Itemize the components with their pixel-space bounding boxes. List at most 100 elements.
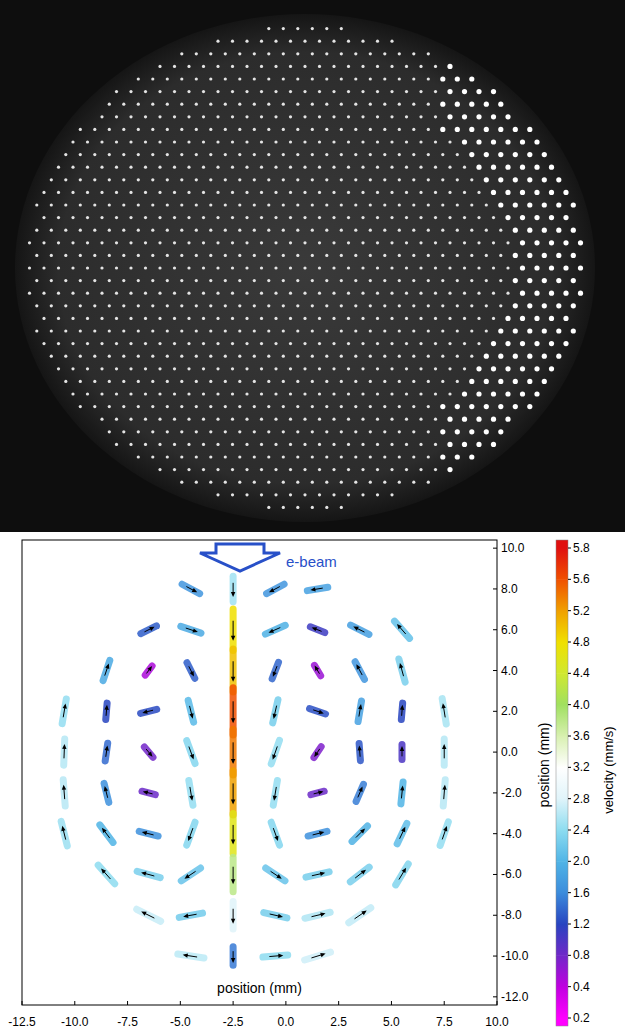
- particle: [166, 178, 169, 181]
- particle: [383, 430, 386, 433]
- particle: [122, 355, 125, 358]
- arrow-head: [183, 953, 188, 957]
- x-tick: [338, 1001, 339, 1005]
- particle: [282, 355, 285, 358]
- arrow-head: [356, 664, 360, 670]
- particle: [195, 153, 198, 156]
- y-tick: [493, 548, 497, 549]
- particle: [282, 380, 285, 383]
- particle: [318, 216, 321, 219]
- particle: [398, 455, 401, 458]
- colorbar-tick: [568, 548, 571, 549]
- particle: [434, 216, 437, 219]
- particle: [542, 152, 547, 157]
- particle: [282, 203, 285, 206]
- colorbar-tick-label: 2.8: [573, 792, 590, 806]
- particle: [447, 89, 452, 94]
- particle: [311, 380, 314, 383]
- particle: [369, 229, 372, 232]
- particle: [180, 103, 183, 106]
- particle: [463, 317, 466, 320]
- particle: [173, 90, 176, 93]
- streak: [394, 621, 409, 638]
- particle: [427, 405, 430, 408]
- particle: [325, 355, 328, 358]
- particle: [332, 443, 335, 446]
- velocity-vector: [356, 784, 363, 801]
- particle: [311, 52, 314, 55]
- particle: [50, 203, 53, 206]
- e-beam-arrow: [200, 544, 280, 571]
- y-tick: [493, 915, 497, 916]
- particle: [527, 127, 532, 132]
- particle: [158, 241, 161, 244]
- particle: [267, 178, 270, 181]
- velocity-vector: [189, 781, 194, 806]
- colorbar-tick: [568, 1018, 571, 1019]
- particle: [434, 317, 437, 320]
- particle: [137, 229, 140, 232]
- particle: [556, 354, 561, 359]
- velocity-vector: [399, 659, 405, 682]
- particle: [202, 115, 205, 118]
- particle: [245, 292, 248, 295]
- particle: [303, 166, 306, 169]
- particle: [158, 90, 161, 93]
- particle: [86, 317, 89, 320]
- particle: [108, 329, 111, 332]
- y-tick-label: -10.0: [501, 949, 529, 963]
- particle: [534, 265, 539, 270]
- particle: [151, 430, 154, 433]
- particle: [303, 65, 306, 68]
- particle: [158, 392, 161, 395]
- particle: [412, 279, 415, 282]
- velocity-vector: [307, 587, 327, 591]
- colorbar-tick-label: 1.6: [573, 886, 590, 900]
- particle: [412, 229, 415, 232]
- velocity-vector: [352, 826, 367, 841]
- particle: [253, 178, 256, 181]
- particle: [456, 254, 459, 257]
- particle: [260, 493, 263, 496]
- particle: [376, 140, 379, 143]
- particle: [231, 191, 234, 194]
- particle: [463, 292, 466, 295]
- particle: [476, 391, 481, 396]
- particle: [267, 27, 270, 30]
- particle: [238, 430, 241, 433]
- particle: [267, 355, 270, 358]
- particle: [318, 443, 321, 446]
- particle: [376, 493, 379, 496]
- particle: [542, 228, 547, 233]
- streak: [442, 699, 446, 724]
- particle: [144, 90, 147, 93]
- colorbar-tick-label: 4.0: [573, 698, 590, 712]
- streak: [271, 822, 279, 845]
- particle: [216, 140, 219, 143]
- particle: [354, 430, 357, 433]
- particle: [354, 52, 357, 55]
- particle: [405, 266, 408, 269]
- particle: [398, 254, 401, 257]
- particle: [463, 191, 466, 194]
- particle: [79, 279, 82, 282]
- particle: [499, 304, 502, 307]
- y-tick: [493, 588, 497, 589]
- particle: [434, 418, 437, 421]
- particle: [303, 317, 306, 320]
- particle: [173, 317, 176, 320]
- streak: [443, 780, 445, 806]
- particle: [361, 241, 364, 244]
- particle: [419, 241, 422, 244]
- plasma-disk: [15, 14, 595, 522]
- particle: [448, 166, 451, 169]
- particle: [253, 128, 256, 131]
- streak: [230, 609, 237, 651]
- particle: [158, 367, 161, 370]
- particle: [303, 292, 306, 295]
- particle: [354, 304, 357, 307]
- particle: [354, 355, 357, 358]
- velocity-vector: [311, 791, 324, 795]
- particle: [209, 455, 212, 458]
- streak: [441, 739, 448, 765]
